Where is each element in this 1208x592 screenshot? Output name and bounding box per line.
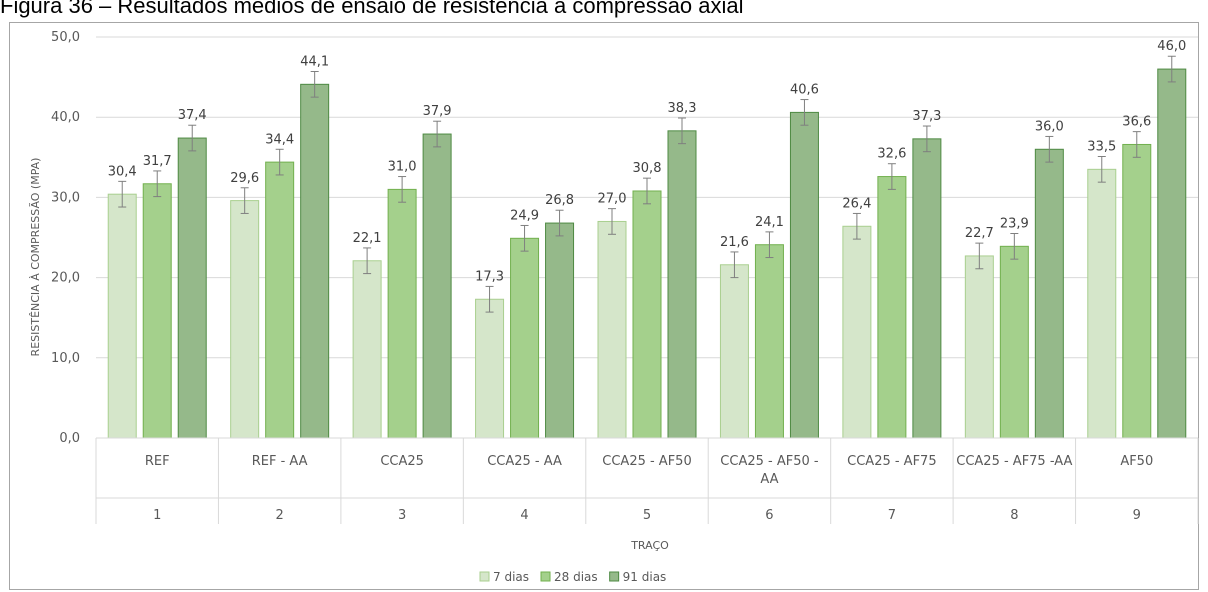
data-label: 30,8 xyxy=(633,161,662,176)
category-label: CCA25 - AF50 xyxy=(602,454,691,469)
data-label: 37,9 xyxy=(423,104,452,119)
category-number: 2 xyxy=(276,508,284,523)
bar xyxy=(352,260,382,439)
category-number: 9 xyxy=(1133,508,1141,523)
bar xyxy=(632,190,662,439)
y-tick-label: 40,0 xyxy=(51,110,80,125)
data-label: 40,6 xyxy=(790,83,819,98)
data-label: 29,6 xyxy=(230,171,259,186)
data-label: 36,6 xyxy=(1122,115,1151,130)
data-label: 22,7 xyxy=(965,226,994,241)
category-axis-table: REF 1 REF - AA 2 CCA25 3 CCA25 - AA 4 CCA25 - AF… xyxy=(95,437,1199,524)
data-label: 24,1 xyxy=(755,215,784,230)
data-label: 26,4 xyxy=(842,196,871,211)
category-number: 8 xyxy=(1010,508,1018,523)
bar xyxy=(387,188,417,439)
y-axis-ticks: 0,0 10,0 20,0 30,0 40,0 50,0 xyxy=(51,30,80,446)
data-label: 37,3 xyxy=(912,109,941,124)
bar xyxy=(964,255,994,439)
y-tick-label: 20,0 xyxy=(51,271,80,286)
bar xyxy=(597,220,627,439)
data-label: 38,3 xyxy=(668,101,697,116)
category-label: CCA25 xyxy=(380,454,424,469)
category-number: 6 xyxy=(765,508,773,523)
y-tick-label: 30,0 xyxy=(51,190,80,205)
bar xyxy=(545,222,575,439)
legend: 7 dias 28 dias 91 dias xyxy=(479,570,667,584)
data-label: 31,0 xyxy=(388,160,417,175)
y-axis-title: RESISTÊNCIA À COMPRESSÃO (MPA) xyxy=(29,158,42,357)
y-tick-label: 50,0 xyxy=(51,30,80,45)
bar xyxy=(754,244,784,439)
category-number: 4 xyxy=(520,508,528,523)
category-label: CCA25 - AF75 xyxy=(847,454,936,469)
bar xyxy=(912,138,942,439)
legend-label: 91 dias xyxy=(623,570,667,584)
category-number: 5 xyxy=(643,508,651,523)
bar xyxy=(230,200,260,439)
category-number: 3 xyxy=(398,508,406,523)
bar xyxy=(789,111,819,439)
bar xyxy=(1157,68,1187,439)
data-label: 24,9 xyxy=(510,208,539,223)
bar xyxy=(842,225,872,439)
bar xyxy=(877,176,907,439)
legend-label: 28 dias xyxy=(554,570,598,584)
data-label: 32,6 xyxy=(877,147,906,162)
bar xyxy=(510,237,540,439)
data-label: 33,5 xyxy=(1087,139,1116,154)
bar xyxy=(719,264,749,439)
bar xyxy=(1034,148,1064,439)
bar xyxy=(1122,143,1152,439)
category-label: CCA25 - AA xyxy=(487,454,562,469)
data-label: 23,9 xyxy=(1000,216,1029,231)
x-axis-title: TRAÇO xyxy=(630,539,669,552)
category-label: AF50 xyxy=(1120,454,1153,469)
category-label: REF xyxy=(145,454,170,469)
y-tick-label: 0,0 xyxy=(59,431,80,446)
y-tick-label: 10,0 xyxy=(51,351,80,366)
legend-label: 7 dias xyxy=(493,570,529,584)
legend-swatch xyxy=(540,571,551,582)
data-label: 31,7 xyxy=(143,154,172,169)
bar xyxy=(1087,168,1117,439)
data-label: 30,4 xyxy=(108,164,137,179)
data-label: 36,0 xyxy=(1035,119,1064,134)
category-number: 7 xyxy=(888,508,896,523)
bar xyxy=(475,298,505,439)
bar xyxy=(422,133,452,439)
data-label: 21,6 xyxy=(720,235,749,250)
data-label: 34,4 xyxy=(265,132,294,147)
bar xyxy=(265,161,295,439)
data-label: 17,3 xyxy=(475,269,504,284)
data-label: 44,1 xyxy=(300,54,329,69)
category-label: REF - AA xyxy=(252,454,308,469)
bar xyxy=(142,183,172,439)
data-label: 22,1 xyxy=(353,231,382,246)
legend-swatch xyxy=(479,571,490,582)
bar xyxy=(667,130,697,439)
category-label: CCA25 - AF75 -AA xyxy=(956,454,1072,469)
data-label: 46,0 xyxy=(1157,39,1186,54)
category-number: 1 xyxy=(153,508,161,523)
bar xyxy=(107,193,137,439)
bars: 30,4 31,7 37,4 29,6 34,4 44,1 22,1 31,0 37,9 17,3… xyxy=(107,39,1187,439)
bar xyxy=(999,245,1029,439)
category-label: CCA25 - AF50 -AA xyxy=(720,454,819,487)
figure-caption: Figura 36 – Resultados médios de ensaio … xyxy=(0,0,744,18)
data-label: 27,0 xyxy=(598,192,627,207)
bar xyxy=(300,83,330,439)
data-label: 26,8 xyxy=(545,193,574,208)
data-label: 37,4 xyxy=(178,108,207,123)
legend-swatch xyxy=(609,571,620,582)
bar xyxy=(177,137,207,439)
